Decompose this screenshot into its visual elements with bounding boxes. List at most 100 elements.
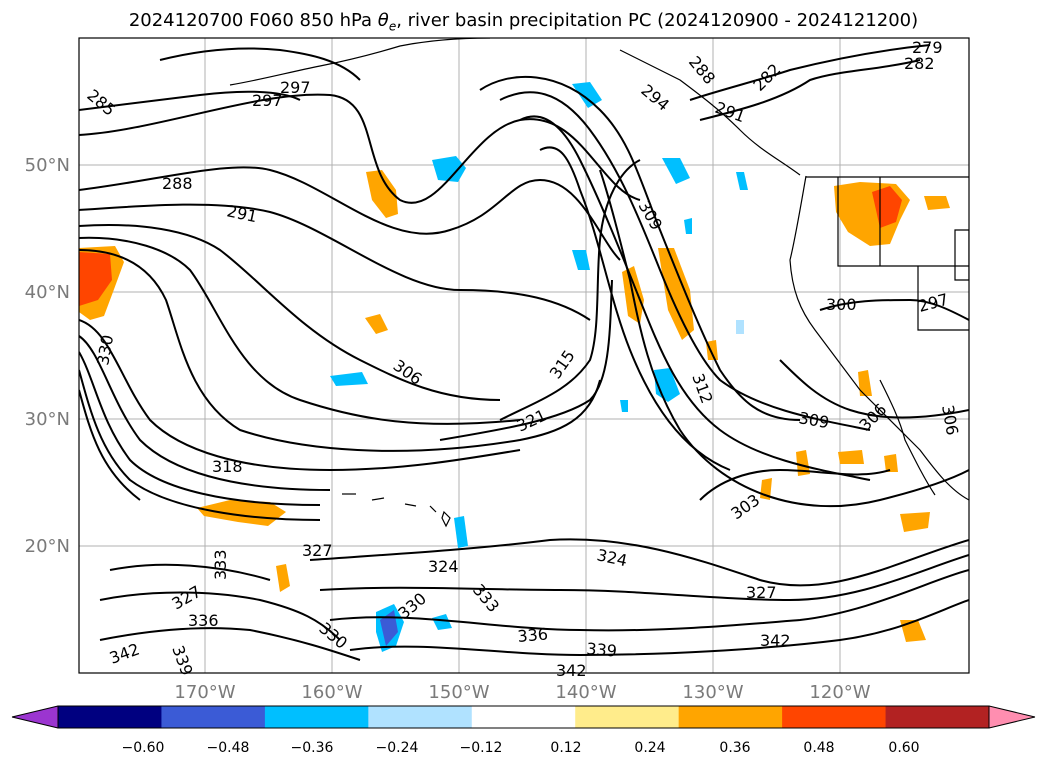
colorbar-tick-label: 0.24 xyxy=(634,740,665,756)
coastlines xyxy=(229,38,969,528)
precip-patch-strong xyxy=(79,252,112,306)
contour-line xyxy=(499,91,871,431)
contour-line xyxy=(699,468,891,501)
theta-e-contours xyxy=(79,44,969,661)
contour-line xyxy=(79,249,601,452)
contour-label: 318 xyxy=(212,457,243,476)
colorbar-extend-outline xyxy=(11,705,1036,729)
border-states xyxy=(837,177,969,267)
lon-axis: 170°W 160°W 150°W 140°W 130°W 120°W xyxy=(174,682,870,703)
lat-axis: 50°N 40°N 30°N 20°N xyxy=(25,155,70,557)
contour-line xyxy=(79,351,321,506)
precip-patch-positive xyxy=(924,196,950,210)
contour-label: 324 xyxy=(428,557,459,576)
precip-patch-positive xyxy=(365,314,388,334)
contour-label: 333 xyxy=(211,549,230,580)
contour-line xyxy=(79,236,521,425)
colorbar-frame xyxy=(57,705,990,729)
colorbar-swatch xyxy=(58,706,162,728)
coastline-us-west xyxy=(789,175,969,501)
precip-patch-negative xyxy=(572,250,590,270)
precip-patch-negative xyxy=(662,158,690,184)
contour-line xyxy=(599,169,969,508)
contour-line xyxy=(349,599,969,657)
colorbar-swatch xyxy=(368,706,473,728)
colorbar-extend-max xyxy=(989,706,1035,728)
colorbar-swatch xyxy=(471,706,576,728)
contour-label: 327 xyxy=(302,541,333,560)
colorbar-swatch xyxy=(678,706,783,728)
island-hawaii xyxy=(404,503,417,507)
precip-patch-negative xyxy=(454,516,468,548)
contour-line xyxy=(779,359,969,419)
precip-patch-positive xyxy=(796,450,810,476)
colorbar-tick-label: 0.60 xyxy=(888,740,919,756)
contour-label: 282 xyxy=(904,54,935,73)
contour-label: 279 xyxy=(912,38,943,57)
lat-label: 50°N xyxy=(25,155,70,176)
contour-label: 336 xyxy=(517,624,549,646)
precip-patch-negative xyxy=(736,172,748,190)
colorbar: −0.60 −0.48 −0.36 −0.24 −0.12 0.12 0.24 … xyxy=(11,705,1036,756)
contour-line xyxy=(819,298,969,321)
precip-patch-negative xyxy=(684,218,692,234)
contour-line xyxy=(439,279,613,441)
colorbar-tick-label: 0.36 xyxy=(719,740,750,756)
coastline-baja xyxy=(879,379,936,496)
colorbar-tick-label: −0.12 xyxy=(460,740,503,756)
contour-line xyxy=(309,538,969,587)
border-states xyxy=(954,229,969,281)
precip-patch-positive xyxy=(366,170,398,218)
island-hawaii xyxy=(371,497,385,501)
precip-patch-negative xyxy=(432,614,452,630)
page-title: 2024120700 F060 850 hPa θe, river basin … xyxy=(128,10,919,34)
precip-patch-positive xyxy=(197,500,286,526)
contour-line xyxy=(79,224,501,401)
contour-line xyxy=(499,159,641,421)
precip-patch-negative xyxy=(432,156,466,182)
contour-line xyxy=(109,563,271,581)
colorbar-tick-label: −0.36 xyxy=(291,740,334,756)
precip-patch-positive xyxy=(900,512,930,532)
contour-label: 288 xyxy=(162,174,193,193)
contour-line xyxy=(159,47,361,81)
contour-label: 342 xyxy=(760,631,791,650)
lon-label: 130°W xyxy=(682,682,743,703)
contour-line xyxy=(99,591,341,641)
contour-label: 339 xyxy=(586,639,618,661)
precip-patch-positive xyxy=(658,248,694,340)
contour-label: 342 xyxy=(556,661,587,680)
precip-patch-positive xyxy=(884,454,898,472)
contour-label: 336 xyxy=(188,611,219,630)
contour-label: 297 xyxy=(280,78,311,97)
contour-line xyxy=(79,335,331,491)
colorbar-tick-label: −0.48 xyxy=(207,740,250,756)
coastline-alaska-panhandle xyxy=(619,49,801,176)
lon-label: 150°W xyxy=(428,682,489,703)
border-states xyxy=(917,266,969,331)
contour-line xyxy=(79,389,141,501)
colorbar-swatch xyxy=(885,706,990,728)
lon-label: 160°W xyxy=(301,682,362,703)
colorbar-tick-label: 0.48 xyxy=(803,740,834,756)
lat-label: 40°N xyxy=(25,282,70,303)
island-hawaii xyxy=(429,505,437,513)
colorbar-swatch xyxy=(264,706,369,728)
colorbar-swatch xyxy=(575,706,680,728)
precip-patch-positive xyxy=(858,370,872,396)
contour-line xyxy=(319,554,969,602)
contour-line xyxy=(79,93,641,204)
map-panel xyxy=(79,38,969,673)
precip-patch-positive xyxy=(838,450,864,464)
colorbar-extend-min xyxy=(12,706,58,728)
colorbar-tick-label: −0.24 xyxy=(376,740,419,756)
contour-label: 297 xyxy=(252,91,283,110)
colorbar-ticks: −0.60 −0.48 −0.36 −0.24 −0.12 0.12 0.24 … xyxy=(122,740,920,756)
lon-label: 120°W xyxy=(809,682,870,703)
precip-patch-positive xyxy=(900,620,926,642)
contour-label: 300 xyxy=(826,295,857,314)
contour-line xyxy=(99,627,361,661)
precip-patch-negative xyxy=(572,82,602,108)
contour-line xyxy=(79,90,301,111)
